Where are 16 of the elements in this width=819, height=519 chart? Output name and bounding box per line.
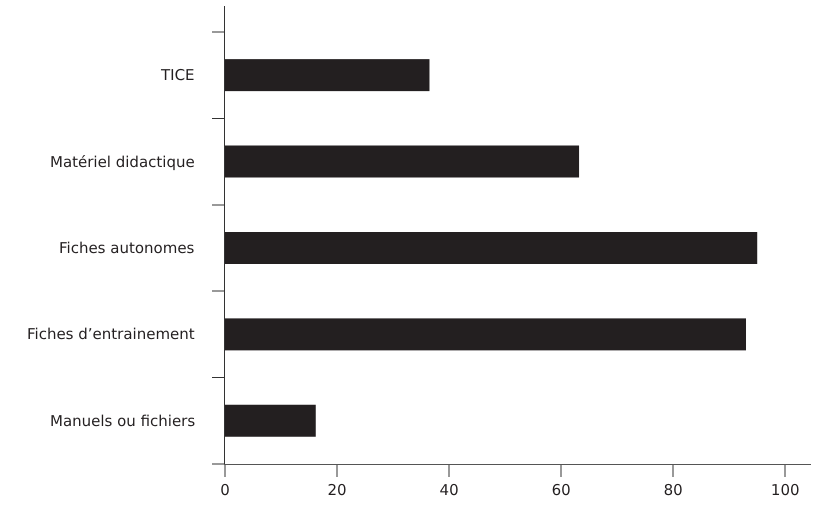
x-tick-label: 60 <box>552 481 571 499</box>
bar <box>225 232 758 264</box>
x-tick-label: 80 <box>664 481 683 499</box>
x-tick-label: 0 <box>220 481 230 499</box>
bar <box>225 404 316 437</box>
x-tick-label: 40 <box>440 481 459 499</box>
y-tick-label: Manuels ou fichiers <box>50 412 196 430</box>
x-tick-label: 100 <box>770 481 800 499</box>
x-tick-label: 20 <box>328 481 347 499</box>
bar <box>225 59 430 92</box>
y-tick-label: TICE <box>160 66 195 84</box>
y-tick-label: Matériel didactique <box>50 153 195 171</box>
y-tick-label: Fiches autonomes <box>59 239 195 257</box>
y-tick-label: Fiches d’entrainement <box>27 325 195 343</box>
bar <box>225 146 580 178</box>
bar <box>225 318 746 350</box>
